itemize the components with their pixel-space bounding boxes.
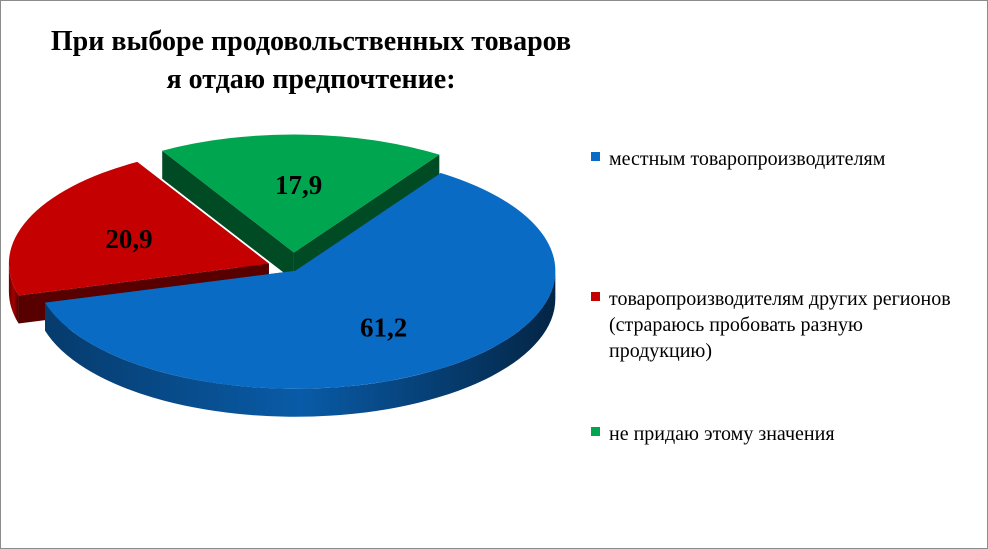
legend-swatch-no-matter	[591, 427, 600, 436]
slice-top-no-matter	[162, 134, 440, 253]
chart-title: При выборе продовольственных товаров я о…	[50, 26, 572, 95]
data-label-no-matter: 17,9	[275, 170, 322, 200]
legend-swatch-local	[591, 152, 600, 161]
slice-local	[45, 172, 556, 417]
legend-label-no-matter: не придаю этому значения	[609, 423, 835, 445]
slice-wall-no-matter-0	[162, 150, 294, 281]
slice-top-local	[45, 172, 556, 389]
legend-label-other-regions: товаропроизводителям других регионов (ст…	[609, 288, 951, 362]
slice-rim-other-regions-0	[8, 263, 19, 324]
legend-swatch-other-regions	[591, 292, 600, 301]
slice-top-other-regions	[8, 161, 269, 296]
slice-rim-local-0	[45, 270, 556, 417]
legend-label-local: местным товаропроизводителям	[609, 148, 886, 170]
data-label-other-regions: 20,9	[105, 224, 152, 254]
data-label-local: 61,2	[360, 312, 407, 342]
